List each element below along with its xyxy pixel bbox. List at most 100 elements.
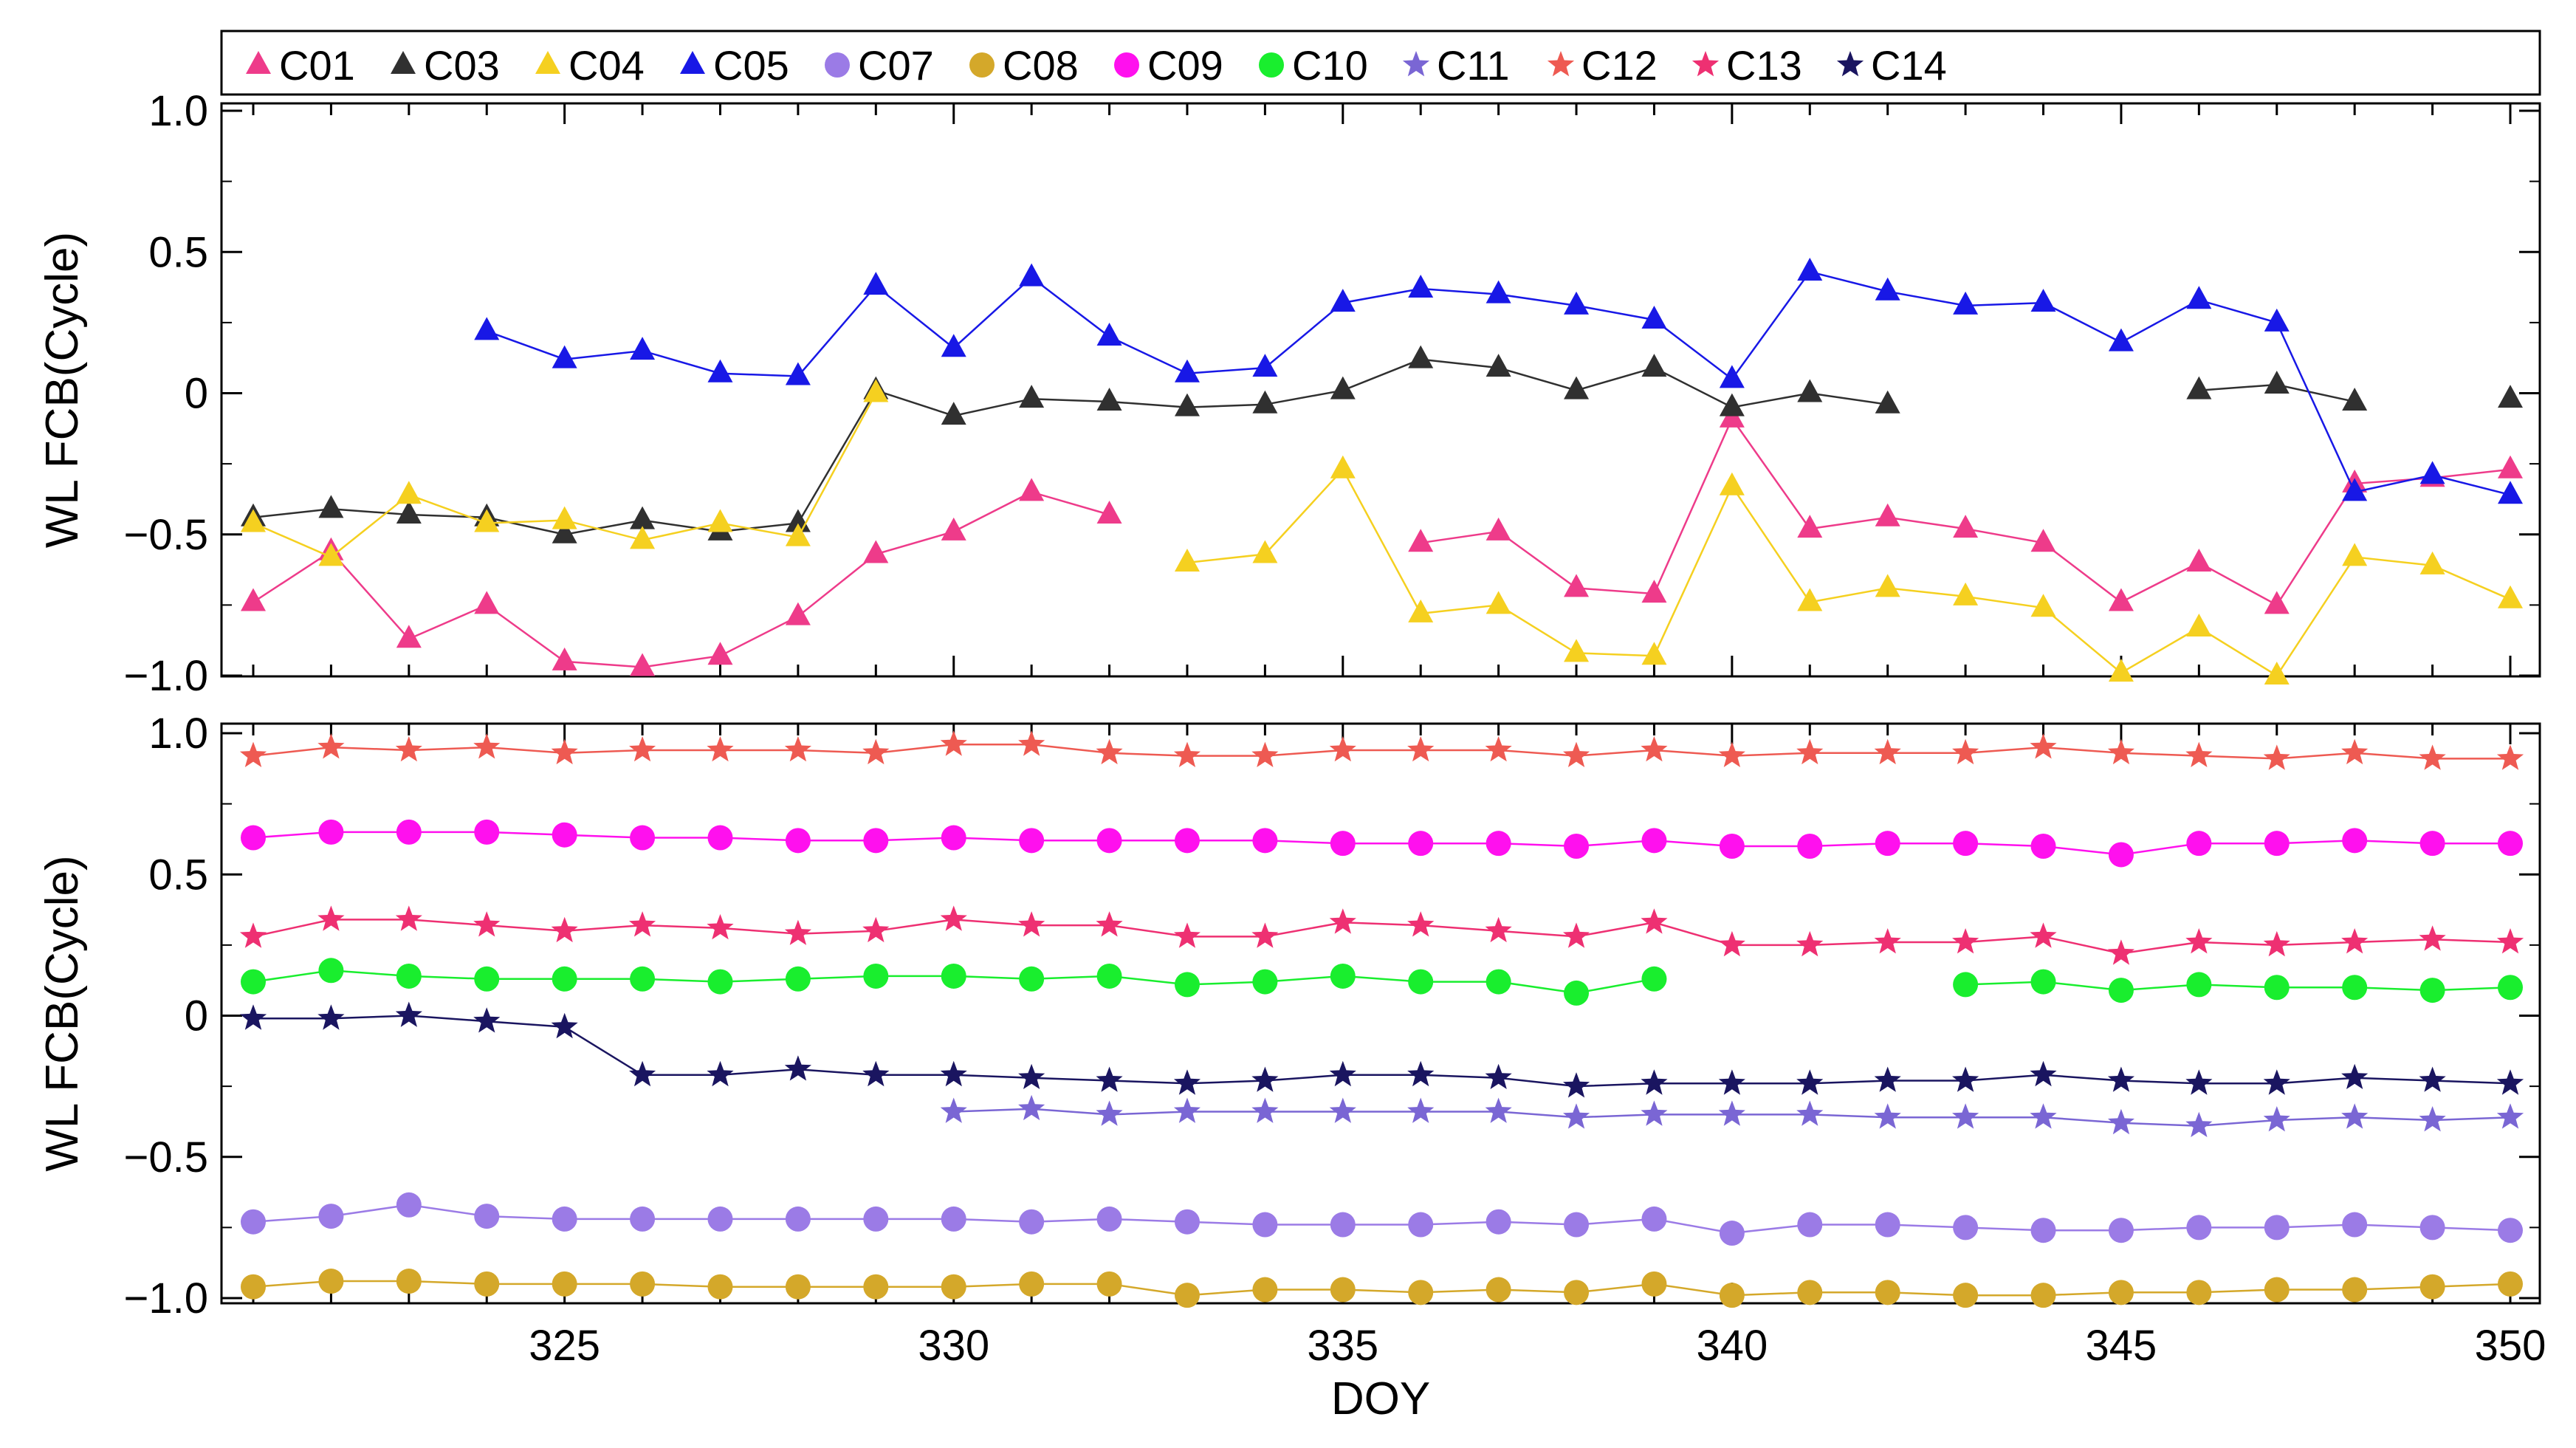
point-c10	[1096, 963, 1122, 989]
point-c01	[1641, 580, 1667, 603]
point-c13	[1096, 911, 1123, 937]
point-c14	[784, 1055, 811, 1081]
point-c10	[785, 966, 811, 992]
point-c08	[1408, 1280, 1434, 1305]
point-c05	[1330, 289, 1356, 312]
point-c12	[1018, 730, 1045, 756]
bottom-y-axis-title: WL FCB(Cycle)	[37, 855, 88, 1171]
point-c13	[1796, 930, 1824, 957]
point-c11	[2107, 1108, 2134, 1135]
point-c14	[2107, 1066, 2134, 1092]
point-c01	[2264, 591, 2290, 614]
point-c11	[1096, 1100, 1123, 1126]
point-c05	[1252, 354, 1278, 377]
point-c13	[2496, 928, 2524, 954]
point-c13	[1251, 922, 1279, 948]
point-c14	[1718, 1069, 1745, 1095]
point-c09	[1019, 828, 1045, 854]
point-c09	[1330, 831, 1356, 857]
series-line-c12	[253, 744, 2510, 760]
point-c08	[2030, 1283, 2056, 1308]
point-c03	[1408, 345, 1434, 368]
bottom-y-tick-label: 0	[185, 992, 208, 1040]
point-c04	[630, 526, 656, 549]
point-c03	[2186, 376, 2212, 399]
point-c12	[1874, 738, 1901, 765]
point-c08	[863, 1274, 889, 1300]
point-c13	[395, 905, 422, 931]
point-c12	[395, 736, 422, 762]
point-c08	[941, 1274, 966, 1300]
point-c13	[1641, 908, 1668, 934]
point-c01	[241, 588, 266, 611]
point-c03	[2342, 387, 2368, 411]
point-c08	[396, 1269, 422, 1294]
point-c08	[1486, 1277, 1511, 1303]
top-y-tick-label: 1.0	[148, 87, 208, 135]
legend-label-c10: C10	[1292, 42, 1368, 89]
bottom-series-group	[239, 730, 2524, 1308]
point-c09	[863, 828, 889, 854]
point-c14	[1096, 1066, 1123, 1092]
legend-label-c01: C01	[279, 42, 355, 89]
point-c01	[1953, 515, 1979, 538]
point-c03	[2498, 385, 2523, 408]
point-c03	[1875, 390, 1900, 414]
point-c04	[707, 509, 733, 532]
point-c13	[2185, 928, 2213, 954]
point-c04	[318, 543, 344, 566]
point-c09	[630, 825, 656, 851]
point-c09	[1641, 828, 1667, 854]
point-c11	[1018, 1094, 1045, 1121]
point-c12	[551, 738, 578, 765]
point-c13	[784, 919, 811, 945]
point-c13	[1173, 922, 1201, 948]
point-c07	[2030, 1218, 2056, 1243]
point-c09	[552, 822, 577, 848]
legend-marker-c03	[391, 51, 416, 74]
point-c10	[2498, 975, 2523, 1001]
point-c12	[940, 730, 967, 756]
x-tick-label: 345	[2086, 1322, 2157, 1370]
point-c11	[1407, 1097, 1435, 1123]
point-c11	[1251, 1097, 1279, 1123]
point-c11	[1874, 1103, 1901, 1129]
point-c10	[2186, 972, 2212, 998]
series-c10	[241, 958, 2523, 1006]
point-c03	[1797, 379, 1823, 402]
point-c07	[1875, 1212, 1900, 1238]
point-c05	[1641, 306, 1667, 329]
bottom-y-tick-label: −1.0	[124, 1274, 209, 1322]
point-c14	[551, 1012, 578, 1039]
point-c08	[2342, 1277, 2368, 1303]
point-c10	[863, 963, 889, 989]
point-c08	[2108, 1280, 2134, 1305]
point-c08	[785, 1274, 811, 1300]
point-c10	[1408, 969, 1434, 995]
point-c11	[1329, 1097, 1356, 1123]
point-c13	[473, 911, 501, 937]
point-c01	[2030, 529, 2056, 552]
point-c14	[1952, 1066, 1979, 1092]
point-c10	[941, 963, 966, 989]
point-c12	[2419, 744, 2446, 770]
point-c14	[1018, 1063, 1045, 1089]
point-c03	[1486, 354, 1511, 377]
point-c07	[630, 1206, 656, 1232]
point-c08	[2498, 1271, 2523, 1297]
point-c12	[784, 736, 811, 762]
point-c13	[1018, 911, 1045, 937]
series-c04	[241, 379, 2523, 684]
point-c14	[239, 1004, 267, 1030]
point-c04	[241, 509, 266, 532]
point-c07	[241, 1209, 266, 1235]
point-c10	[2030, 969, 2056, 995]
point-c12	[2341, 738, 2369, 765]
series-c07	[241, 1192, 2523, 1246]
legend-marker-c05	[680, 51, 705, 74]
point-c14	[1485, 1063, 1512, 1089]
point-c10	[2342, 975, 2368, 1001]
legend-item-c11: C11	[1402, 42, 1510, 89]
point-c05	[1953, 291, 1979, 315]
legend-marker-c04	[535, 51, 560, 74]
